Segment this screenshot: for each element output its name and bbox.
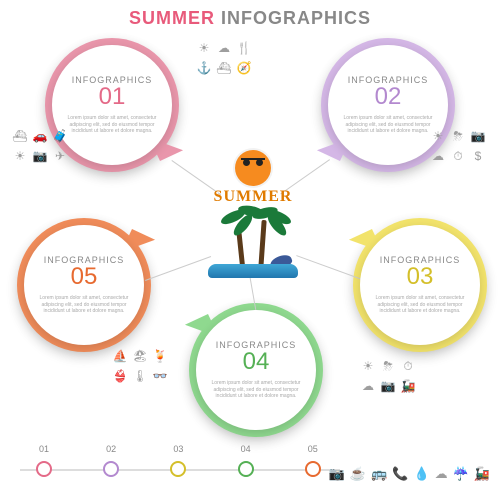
timeline-point-02 xyxy=(103,461,119,477)
timeline-label: 01 xyxy=(39,444,49,454)
title-word-2: INFOGRAPHICS xyxy=(221,8,371,28)
footer-icon: ☔ xyxy=(453,466,469,482)
timeline-point-03 xyxy=(170,461,186,477)
mini-icon: ⛈ xyxy=(380,358,396,374)
mini-icon: 🚗 xyxy=(32,128,48,144)
mini-icon: ⛴ xyxy=(12,128,28,144)
icon-cluster: ⛴🚗🧳 ☀📷✈ xyxy=(12,128,68,164)
mini-icon: $ xyxy=(470,148,486,164)
mini-icon: ☀ xyxy=(12,148,28,164)
mini-icon: ☀ xyxy=(196,40,212,56)
mini-icon: ✈ xyxy=(52,148,68,164)
footer-icon: 📷 xyxy=(329,466,345,482)
bubble-number: 05 xyxy=(71,263,98,291)
mini-icon: ⏱ xyxy=(400,358,416,374)
bubble-05: INFOGRAPHICS05Lorem ipsum dolor sit amet… xyxy=(24,225,144,345)
bubble-text: Lorem ipsum dolor sit amet, consectetur … xyxy=(210,380,302,400)
center-label: SUMMER xyxy=(198,188,308,206)
footer-icon: 💧 xyxy=(413,466,429,482)
footer-icon: 🚌 xyxy=(371,466,387,482)
timeline-label: 02 xyxy=(106,444,116,454)
timeline: 0102030405 xyxy=(20,448,340,478)
timeline-label: 03 xyxy=(173,444,183,454)
bubble-01: INFOGRAPHICS01Lorem ipsum dolor sit amet… xyxy=(52,45,172,165)
bubble-03: INFOGRAPHICS03Lorem ipsum dolor sit amet… xyxy=(360,225,480,345)
timeline-point-05 xyxy=(305,461,321,477)
bubble-tail xyxy=(137,138,183,184)
bubble-number: 01 xyxy=(99,83,126,111)
mini-icon: 🚂 xyxy=(400,378,416,394)
footer-icon: 📞 xyxy=(392,466,408,482)
bubble-text: Lorem ipsum dolor sit amet, consectetur … xyxy=(342,115,434,135)
mini-icon: 👙 xyxy=(112,368,128,384)
mini-icon: ☁ xyxy=(430,148,446,164)
footer-icon-row: 📷 ☕ 🚌 📞 💧 ☁ ☔ 🚂 xyxy=(329,466,490,482)
bubble-tail xyxy=(349,206,395,252)
mini-icon: 📷 xyxy=(380,378,396,394)
mini-icon: ☀ xyxy=(430,128,446,144)
sun-icon xyxy=(235,150,271,186)
bubble-number: 02 xyxy=(375,83,402,111)
bubble-text: Lorem ipsum dolor sit amet, consectetur … xyxy=(374,295,466,315)
icon-cluster: ☀⛈📷 ☁⏱$ xyxy=(430,128,486,164)
mini-icon: ⛈ xyxy=(450,128,466,144)
mini-icon: ⚓ xyxy=(196,60,212,76)
bubble-text: Lorem ipsum dolor sit amet, consectetur … xyxy=(38,295,130,315)
bubble-04: INFOGRAPHICS04Lorem ipsum dolor sit amet… xyxy=(196,310,316,430)
bubble-text: Lorem ipsum dolor sit amet, consectetur … xyxy=(66,115,158,135)
mini-icon: 🧭 xyxy=(236,60,252,76)
timeline-point-04 xyxy=(238,461,254,477)
page-title: SUMMER INFOGRAPHICS xyxy=(0,0,500,29)
mini-icon: 📷 xyxy=(32,148,48,164)
bubble-number: 04 xyxy=(243,348,270,376)
mini-icon: ⛵ xyxy=(112,348,128,364)
mini-icon: 🏖 xyxy=(132,348,148,364)
mini-icon: ☁ xyxy=(216,40,232,56)
bubble-tail xyxy=(185,291,231,337)
mini-icon: 📷 xyxy=(470,128,486,144)
mini-icon: ☀ xyxy=(360,358,376,374)
mini-icon: ⛴ xyxy=(216,60,232,76)
palms-scene xyxy=(208,208,298,278)
mini-icon: 👓 xyxy=(152,368,168,384)
mini-icon: 🍹 xyxy=(152,348,168,364)
center-illustration: SUMMER xyxy=(198,150,308,278)
footer-icon: ☁ xyxy=(435,466,448,482)
bubble-tail xyxy=(109,206,155,252)
mini-icon: ☁ xyxy=(360,378,376,394)
mini-icon: ⏱ xyxy=(450,148,466,164)
bubble-tail xyxy=(317,138,363,184)
icon-cluster: ⛵🏖🍹 👙🌡👓 xyxy=(112,348,168,384)
mini-icon: 🧳 xyxy=(52,128,68,144)
mini-icon: 🌡 xyxy=(132,368,148,384)
timeline-point-01 xyxy=(36,461,52,477)
icon-cluster: ☀⛈⏱ ☁📷🚂 xyxy=(360,358,416,394)
title-word-1: SUMMER xyxy=(129,8,215,28)
timeline-label: 04 xyxy=(241,444,251,454)
footer-icon: ☕ xyxy=(350,466,366,482)
footer-icon: 🚂 xyxy=(474,466,490,482)
timeline-label: 05 xyxy=(308,444,318,454)
bubble-number: 03 xyxy=(407,263,434,291)
mini-icon: 🍴 xyxy=(236,40,252,56)
icon-cluster: ☀☁🍴 ⚓⛴🧭 xyxy=(196,40,252,76)
